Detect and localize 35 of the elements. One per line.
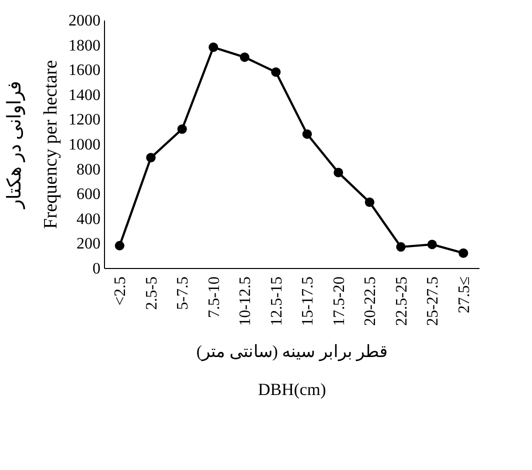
point — [396, 242, 406, 252]
x-tick-label: 5-7.5 — [174, 276, 192, 310]
x-tick-label: 27.5≤ — [456, 276, 473, 314]
y-tick-label: 800 — [76, 161, 100, 178]
x-tick-label: 2.5-5 — [143, 276, 160, 310]
x-tick-label: 25-27.5 — [424, 276, 442, 326]
point — [458, 248, 468, 258]
point — [364, 198, 374, 208]
y-tick-label: 2000 — [68, 12, 100, 30]
point — [240, 52, 250, 62]
x-tick-label: 15-17.5 — [300, 276, 317, 326]
point — [271, 67, 281, 77]
point — [177, 124, 187, 134]
y-tick-label: 200 — [76, 236, 100, 253]
x-tick-label: 10-12.5 — [237, 276, 254, 326]
x-tick-label: 20-22.5 — [362, 276, 380, 326]
x-tick-label: 7.5-10 — [206, 276, 223, 318]
y-tick-label: 600 — [76, 186, 100, 204]
y-tick-label: 1600 — [68, 62, 100, 80]
x-tick-label: 22.5-25 — [393, 276, 410, 326]
point — [302, 129, 312, 139]
point — [114, 240, 124, 250]
point — [146, 152, 156, 162]
x-tick-label: 12.5-15 — [268, 276, 286, 326]
y-tick-label: 0 — [92, 260, 100, 278]
y-tick-label: 1200 — [68, 112, 100, 129]
x-tick-label: 17.5-20 — [330, 276, 348, 326]
y-tick-label: 1800 — [68, 37, 100, 54]
y-tick-label: 1400 — [68, 86, 100, 104]
x-tick-label: <2.5 — [112, 276, 130, 306]
y-tick-label: 1000 — [68, 136, 100, 154]
point — [208, 42, 218, 52]
point — [427, 240, 437, 250]
point — [334, 168, 344, 178]
y-tick-label: 400 — [76, 210, 100, 228]
